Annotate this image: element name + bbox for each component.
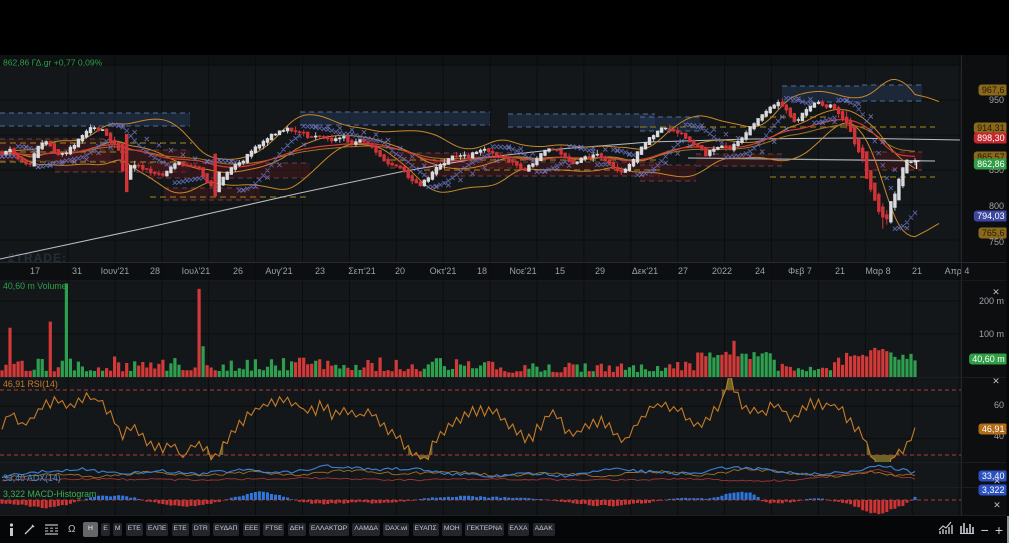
svg-text:15: 15 [555, 266, 565, 276]
svg-text:967,6: 967,6 [982, 85, 1005, 95]
svg-text:Μαρ 8: Μαρ 8 [865, 266, 890, 276]
svg-text:200 m: 200 m [979, 296, 1004, 306]
svg-text:750: 750 [989, 237, 1004, 247]
svg-text:Οκτ'21: Οκτ'21 [430, 266, 457, 276]
svg-text:Αυγ'21: Αυγ'21 [265, 266, 292, 276]
svg-text:✕: ✕ [993, 500, 1001, 510]
svg-text:21: 21 [835, 266, 845, 276]
svg-text:Δεκ'21: Δεκ'21 [632, 266, 658, 276]
svg-text:46,91 RSI(14): 46,91 RSI(14) [3, 379, 58, 389]
svg-text:40,60 m: 40,60 m [972, 354, 1005, 364]
svg-text:46,91: 46,91 [982, 424, 1005, 434]
svg-text:✕: ✕ [992, 287, 1000, 297]
svg-text:Σεπ'21: Σεπ'21 [348, 266, 376, 276]
svg-text:Ιουλ'21: Ιουλ'21 [182, 266, 211, 276]
svg-text:800: 800 [989, 201, 1004, 211]
svg-text:865,57: 865,57 [977, 152, 1005, 162]
svg-text:2TRADE:: 2TRADE: [8, 251, 67, 265]
svg-text:40,60 m Volume: 40,60 m Volume [3, 281, 67, 291]
svg-text:40: 40 [994, 431, 1004, 441]
svg-text:Απρ 4: Απρ 4 [945, 266, 970, 276]
svg-text:862,86: 862,86 [977, 159, 1005, 169]
svg-text:60: 60 [994, 400, 1004, 410]
svg-text:100 m: 100 m [979, 329, 1004, 339]
svg-text:2022: 2022 [712, 266, 732, 276]
svg-text:914,31: 914,31 [977, 123, 1005, 133]
svg-text:Νοε'21: Νοε'21 [509, 266, 536, 276]
svg-text:23: 23 [315, 266, 325, 276]
svg-text:765,6: 765,6 [982, 228, 1005, 238]
svg-text:33,40 ADX(14): 33,40 ADX(14) [3, 473, 61, 483]
svg-text:794,03: 794,03 [977, 211, 1005, 221]
svg-text:950: 950 [989, 95, 1004, 105]
svg-text:898,30: 898,30 [977, 133, 1005, 143]
svg-text:20: 20 [395, 266, 405, 276]
svg-text:Φεβ 7: Φεβ 7 [788, 266, 812, 276]
svg-text:3,322: 3,322 [982, 485, 1005, 495]
svg-text:✕: ✕ [992, 376, 1000, 386]
svg-text:Ιουν'21: Ιουν'21 [101, 266, 130, 276]
svg-text:17: 17 [30, 266, 40, 276]
svg-text:21: 21 [912, 266, 922, 276]
svg-text:18: 18 [477, 266, 487, 276]
svg-text:27: 27 [678, 266, 688, 276]
svg-text:33,40: 33,40 [982, 471, 1005, 481]
svg-text:26: 26 [233, 266, 243, 276]
svg-text:850: 850 [989, 165, 1004, 175]
svg-text:3,322 MACD-Histogram: 3,322 MACD-Histogram [3, 489, 96, 499]
svg-text:29: 29 [595, 266, 605, 276]
svg-text:✕: ✕ [993, 476, 1001, 486]
svg-text:862,86 ΓΔ.gr +0,77 0,09%: 862,86 ΓΔ.gr +0,77 0,09% [3, 58, 103, 68]
svg-text:31: 31 [72, 266, 82, 276]
svg-text:28: 28 [150, 266, 160, 276]
svg-text:24: 24 [755, 266, 765, 276]
